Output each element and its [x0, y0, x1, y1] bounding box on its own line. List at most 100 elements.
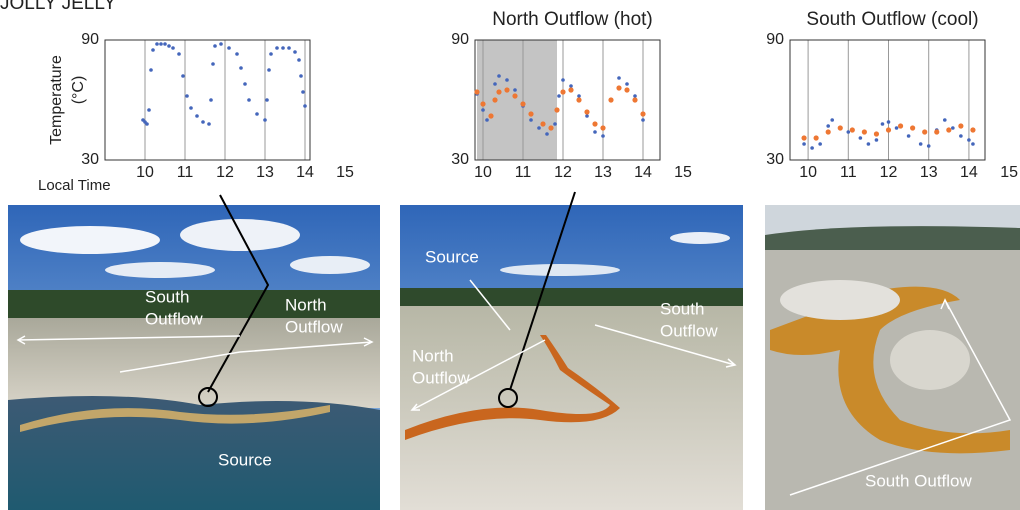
data-point [867, 142, 871, 146]
data-point [801, 135, 806, 140]
data-point [919, 142, 923, 146]
y-tick-label: 30 [81, 151, 99, 168]
data-point [881, 122, 885, 126]
data-point [632, 97, 637, 102]
data-point [640, 111, 645, 116]
data-point [167, 44, 171, 48]
data-point [247, 98, 251, 102]
data-point [545, 132, 549, 136]
data-point [177, 52, 181, 56]
data-point [557, 94, 561, 98]
data-point [875, 138, 879, 142]
data-point [970, 127, 975, 132]
data-point [898, 123, 903, 128]
x-tick-label: 12 [880, 164, 898, 181]
data-point [151, 48, 155, 52]
x-axis-label: Local Time [38, 177, 111, 194]
data-point [592, 121, 597, 126]
data-point [887, 120, 891, 124]
data-point [616, 85, 621, 90]
shaded-period [477, 40, 557, 160]
data-point [959, 134, 963, 138]
data-point [585, 114, 589, 118]
data-point [512, 93, 517, 98]
data-point [560, 89, 565, 94]
data-point [584, 109, 589, 114]
data-point [255, 112, 259, 116]
photo-label: Outflow [412, 368, 470, 387]
data-point [145, 122, 149, 126]
data-point [910, 125, 915, 130]
x-tick-label: 12 [216, 164, 234, 181]
x-tick-label: 15 [1000, 164, 1018, 181]
photo-jolly-jelly [8, 205, 380, 510]
data-point [886, 127, 891, 132]
data-point [520, 101, 525, 106]
data-point [838, 125, 843, 130]
data-point [537, 126, 541, 130]
data-point [303, 104, 307, 108]
data-point [608, 97, 613, 102]
x-tick-label: 13 [920, 164, 938, 181]
x-tick-label: 11 [840, 164, 857, 181]
data-point [554, 107, 559, 112]
data-point [265, 98, 269, 102]
data-point [209, 98, 213, 102]
data-point [859, 136, 863, 140]
data-point [826, 124, 830, 128]
data-point [474, 89, 479, 94]
data-point [874, 131, 879, 136]
photo-label: South [145, 287, 189, 306]
chart-title: North Outflow (hot) [492, 9, 653, 30]
data-point [548, 125, 553, 130]
data-point [481, 108, 485, 112]
plot-frame [105, 40, 310, 160]
data-point [830, 118, 834, 122]
data-point [493, 82, 497, 86]
data-point [159, 42, 163, 46]
data-point [485, 118, 489, 122]
data-point [263, 118, 267, 122]
data-point [802, 142, 806, 146]
data-point [227, 46, 231, 50]
x-tick-label: 10 [799, 164, 817, 181]
data-point [497, 74, 501, 78]
data-point [818, 142, 822, 146]
data-point [814, 135, 819, 140]
x-tick-label: 10 [474, 164, 492, 181]
photo-label: South [660, 299, 704, 318]
x-tick-label: 14 [634, 164, 652, 181]
data-point [301, 90, 305, 94]
data-point [492, 97, 497, 102]
data-point [504, 87, 509, 92]
data-point [553, 122, 557, 126]
data-point [946, 127, 951, 132]
x-tick-label: 13 [256, 164, 274, 181]
x-tick-label: 12 [554, 164, 572, 181]
data-point [862, 129, 867, 134]
data-point [529, 118, 533, 122]
data-point [569, 84, 573, 88]
data-point [281, 46, 285, 50]
data-point [826, 129, 831, 134]
data-point [633, 94, 637, 98]
data-point [568, 87, 573, 92]
data-point [617, 76, 621, 80]
data-point [907, 134, 911, 138]
data-point [922, 129, 927, 134]
photo-label: Source [218, 450, 272, 469]
data-point [267, 68, 271, 72]
photo-label: North [412, 346, 454, 365]
data-point [850, 127, 855, 132]
data-point [480, 101, 485, 106]
photo-south-outflow [765, 205, 1020, 510]
data-point [207, 122, 211, 126]
data-point [239, 66, 243, 70]
y-tick-label: 90 [451, 31, 469, 48]
photo-label: South Outflow [865, 471, 973, 490]
photo-label: Outflow [660, 321, 718, 340]
data-point [505, 78, 509, 82]
photo-label: Outflow [145, 309, 203, 328]
data-point [934, 129, 939, 134]
chart-title: South Outflow (cool) [806, 9, 978, 30]
